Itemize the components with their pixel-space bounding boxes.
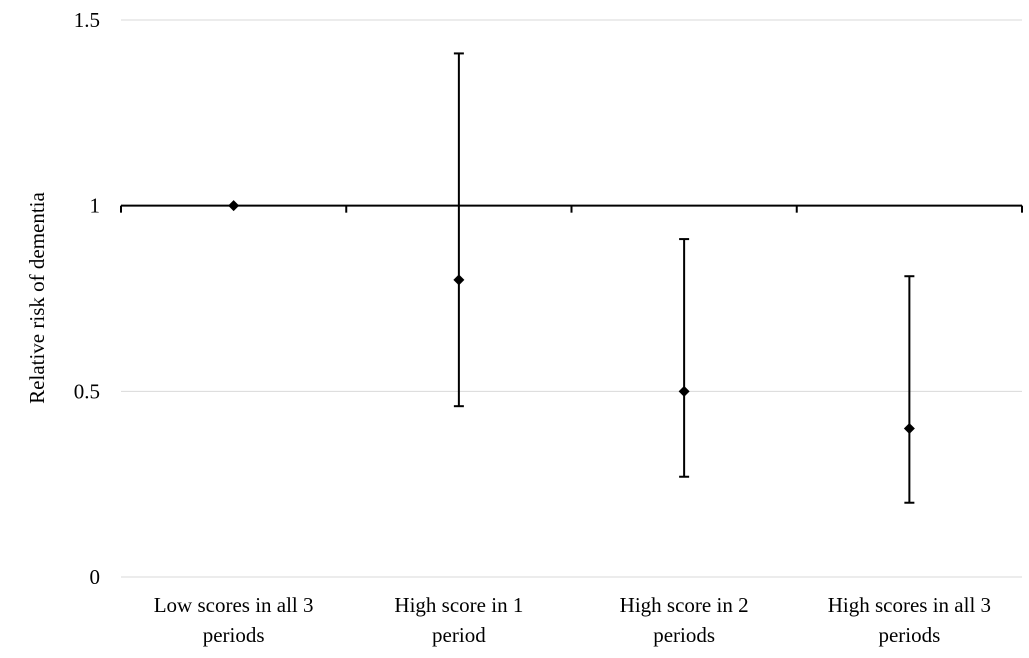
x-tick-label: High scores in all 3 bbox=[828, 593, 991, 617]
error-bars bbox=[453, 52, 915, 504]
x-tick-label: Low scores in all 3 bbox=[154, 593, 314, 617]
x-tick-label: period bbox=[432, 623, 486, 647]
x-tick-label: High score in 1 bbox=[394, 593, 523, 617]
x-tick-label: High score in 2 bbox=[620, 593, 749, 617]
x-tick-label: periods bbox=[878, 623, 940, 647]
gridlines bbox=[121, 19, 1022, 578]
x-tick-labels: Low scores in all 3 periods High score in … bbox=[154, 593, 991, 647]
y-tick-label: 0 bbox=[90, 565, 101, 589]
data-point bbox=[228, 200, 240, 212]
data-point bbox=[678, 385, 690, 397]
y-tick-label: 1.5 bbox=[74, 8, 100, 32]
data-points bbox=[228, 200, 915, 434]
reference-line-group bbox=[120, 204, 1023, 213]
x-tick-label: periods bbox=[203, 623, 265, 647]
data-point bbox=[903, 422, 915, 434]
y-tick-label: 0.5 bbox=[74, 379, 100, 403]
y-tick-label: 1 bbox=[90, 194, 101, 218]
x-tick-label: periods bbox=[653, 623, 715, 647]
y-tick-labels: 0 0.5 1 1.5 bbox=[74, 8, 100, 589]
data-point bbox=[453, 274, 465, 286]
y-axis-title: Relative risk of dementia bbox=[25, 191, 49, 403]
